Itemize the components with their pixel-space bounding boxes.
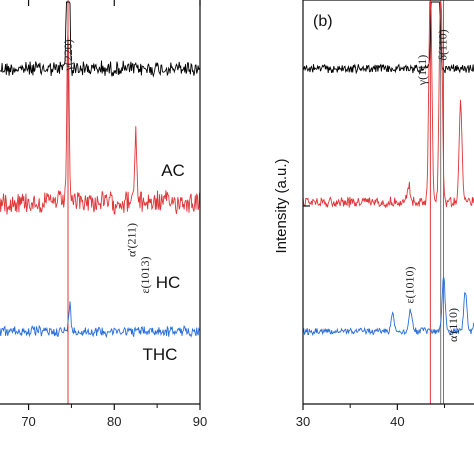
sample-label-hc: HC: [156, 273, 181, 292]
series-line-thc: [302, 276, 474, 337]
peak-label: γ(111): [415, 55, 429, 86]
panel-b: 3040γ(111)δ(110)γ(200)ε(1010)ε(1011)α'(1…: [273, 0, 474, 429]
peak-label: δ(110): [436, 29, 450, 60]
series-line-ac: [302, 1, 474, 75]
series-line-hc: [0, 30, 200, 215]
sample-label-thc: THC: [143, 345, 178, 364]
x-tick-label: 30: [296, 414, 310, 429]
series-line-thc: [0, 301, 200, 339]
x-tick-label: 80: [107, 414, 121, 429]
x-tick-label: 70: [21, 414, 35, 429]
series-line-ac: [0, 1, 200, 78]
sample-label-ac: AC: [161, 161, 185, 180]
panel-tag: (b): [313, 13, 333, 30]
peak-label: ε(1010): [403, 266, 417, 303]
series-line-hc: [302, 1, 474, 209]
peak-label: α'(211): [124, 223, 138, 257]
peak-label: γ(220): [61, 39, 75, 71]
panel-a: 70 80 90 AC HC THC γ(220) α'(211)ε(1013): [0, 0, 207, 429]
x-tick-label: 40: [390, 414, 404, 429]
peak-label: α'(110): [446, 308, 460, 342]
y-axis-title: Intensity (a.u.): [273, 158, 290, 253]
peak-label: ε(1013): [138, 256, 152, 293]
x-tick-label: 90: [193, 414, 207, 429]
